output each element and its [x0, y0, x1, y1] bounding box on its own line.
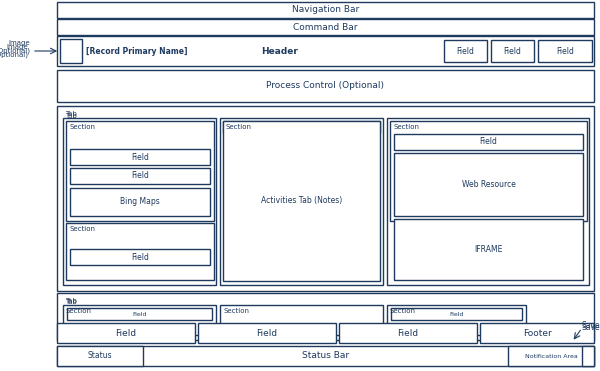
- Bar: [57, 346, 594, 366]
- Text: Section: Section: [66, 308, 92, 314]
- Bar: [70, 249, 210, 265]
- Text: Tab: Tab: [65, 113, 77, 119]
- Bar: [223, 121, 380, 133]
- Text: Bing Maps: Bing Maps: [120, 197, 160, 207]
- Bar: [57, 36, 594, 66]
- Text: Footer: Footer: [523, 328, 551, 338]
- Bar: [480, 323, 594, 343]
- Bar: [394, 153, 583, 216]
- Text: Section: Section: [69, 226, 95, 232]
- Bar: [63, 305, 216, 335]
- Text: Status Bar: Status Bar: [302, 351, 349, 361]
- Text: Field: Field: [479, 138, 497, 147]
- Bar: [67, 308, 212, 320]
- Bar: [391, 308, 522, 320]
- Bar: [223, 121, 380, 281]
- Bar: [66, 223, 214, 280]
- Text: Save: Save: [582, 321, 600, 329]
- Bar: [70, 149, 210, 165]
- Bar: [394, 219, 583, 280]
- Text: Command Bar: Command Bar: [293, 23, 358, 32]
- Text: Header: Header: [262, 47, 298, 56]
- Bar: [394, 134, 583, 150]
- Bar: [70, 188, 210, 216]
- Text: Field: Field: [131, 253, 149, 262]
- Bar: [198, 323, 336, 343]
- Text: Tab: Tab: [65, 111, 77, 117]
- Text: Field: Field: [132, 312, 147, 316]
- Text: Section: Section: [390, 308, 416, 314]
- Text: [Record Primary Name]: [Record Primary Name]: [86, 47, 187, 56]
- Text: Process Control (Optional): Process Control (Optional): [266, 82, 385, 91]
- Text: Navigation Bar: Navigation Bar: [292, 6, 359, 14]
- Bar: [220, 305, 383, 335]
- Bar: [66, 121, 214, 221]
- Text: Section: Section: [223, 308, 249, 314]
- Bar: [57, 323, 195, 343]
- Bar: [220, 118, 383, 285]
- Text: Field: Field: [503, 46, 521, 56]
- Bar: [538, 40, 592, 62]
- Text: Save: Save: [581, 322, 599, 332]
- Bar: [582, 346, 594, 366]
- Text: Field: Field: [131, 171, 149, 181]
- Bar: [57, 19, 594, 35]
- Text: Image
(Optional): Image (Optional): [0, 40, 30, 54]
- Text: Field: Field: [115, 328, 137, 338]
- Bar: [339, 323, 477, 343]
- Text: Field: Field: [256, 328, 278, 338]
- Text: Field: Field: [449, 312, 464, 316]
- Text: Activities Tab (Notes): Activities Tab (Notes): [261, 197, 342, 206]
- Text: Field: Field: [556, 46, 574, 56]
- Bar: [444, 40, 487, 62]
- Text: Field: Field: [131, 152, 149, 161]
- Bar: [57, 2, 594, 18]
- Bar: [390, 121, 587, 221]
- Text: Field: Field: [457, 46, 475, 56]
- Bar: [508, 346, 594, 366]
- Bar: [387, 305, 526, 335]
- Bar: [60, 39, 82, 63]
- Text: Image
(Optional): Image (Optional): [0, 44, 28, 58]
- Bar: [387, 118, 589, 285]
- Text: Section: Section: [393, 124, 419, 130]
- Bar: [57, 106, 594, 291]
- Text: Web Resource: Web Resource: [461, 180, 515, 189]
- Text: Tab: Tab: [65, 299, 77, 305]
- Bar: [57, 346, 143, 366]
- Text: Section: Section: [226, 124, 252, 130]
- Text: Field: Field: [397, 328, 419, 338]
- Bar: [70, 168, 210, 184]
- Bar: [57, 293, 594, 340]
- Text: Tab: Tab: [65, 298, 77, 304]
- Text: Status: Status: [88, 351, 112, 361]
- Bar: [491, 40, 534, 62]
- Text: Notification Area: Notification Area: [524, 354, 577, 358]
- Text: Section: Section: [69, 124, 95, 130]
- Bar: [63, 118, 216, 285]
- Bar: [57, 70, 594, 102]
- Text: IFRAME: IFRAME: [475, 245, 503, 254]
